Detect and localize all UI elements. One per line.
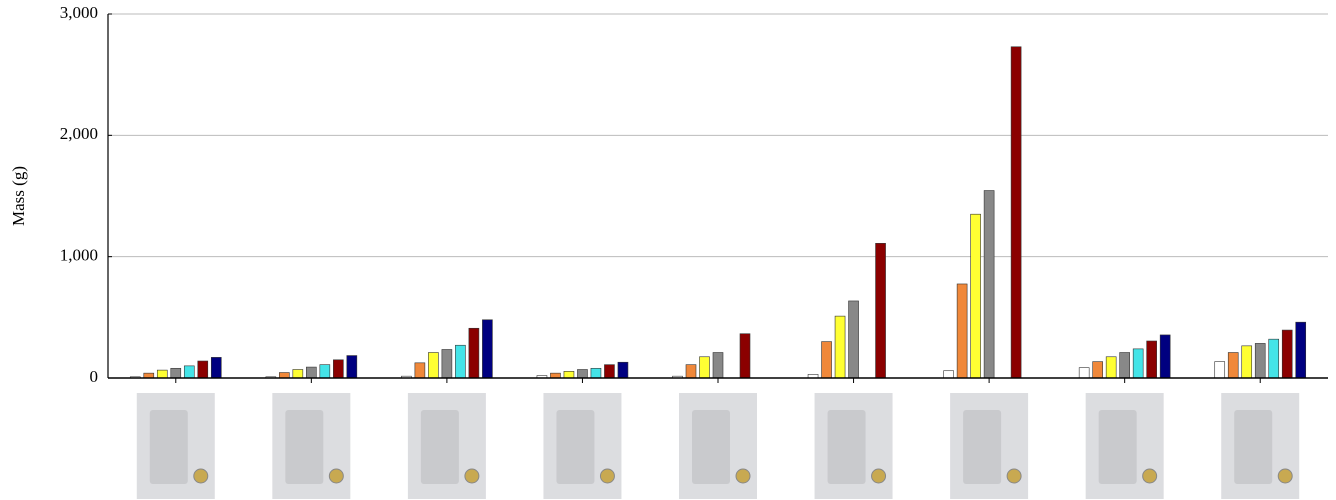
bar xyxy=(848,300,859,379)
bar xyxy=(346,355,358,379)
bar xyxy=(1295,321,1307,379)
coin xyxy=(735,468,751,484)
bar xyxy=(1241,345,1253,379)
y-tick-label: 0 xyxy=(90,367,99,386)
bar xyxy=(306,366,317,379)
bar xyxy=(333,359,344,379)
bar xyxy=(210,357,222,379)
product xyxy=(1098,410,1137,484)
coin xyxy=(328,468,344,484)
bar xyxy=(604,364,615,379)
bar xyxy=(414,362,426,379)
bar xyxy=(956,283,968,379)
bar xyxy=(170,367,182,379)
bar xyxy=(1078,367,1090,379)
bar xyxy=(428,352,439,379)
bar xyxy=(1254,343,1266,379)
y-tick-label: 3,000 xyxy=(60,3,98,22)
product xyxy=(692,410,730,484)
product xyxy=(827,410,866,484)
bar xyxy=(183,365,195,379)
bar xyxy=(943,370,954,379)
bar xyxy=(482,319,493,379)
bar xyxy=(617,361,629,379)
bar xyxy=(983,190,995,379)
bar xyxy=(292,369,304,379)
bar xyxy=(1092,361,1103,379)
bar xyxy=(821,341,832,379)
bar xyxy=(1281,329,1293,379)
product xyxy=(149,410,188,484)
y-axis-label: Mass (g) xyxy=(9,166,28,226)
bar xyxy=(970,213,981,379)
y-tick-label: 1,000 xyxy=(60,246,98,265)
bar xyxy=(1105,356,1117,379)
coin xyxy=(1142,468,1158,484)
bar xyxy=(1268,338,1280,379)
bar xyxy=(563,371,575,379)
bar xyxy=(1214,361,1226,379)
bar xyxy=(739,333,751,379)
bar xyxy=(1159,334,1171,379)
coin xyxy=(599,468,615,484)
bar xyxy=(468,327,480,379)
coin xyxy=(1006,468,1022,484)
bar xyxy=(319,364,331,379)
bar xyxy=(455,344,466,379)
bar xyxy=(197,360,209,379)
product xyxy=(963,410,1002,484)
bar xyxy=(1119,352,1130,379)
bar xyxy=(699,356,710,379)
product xyxy=(285,410,324,484)
product xyxy=(1234,410,1273,484)
bar xyxy=(1146,340,1157,379)
product xyxy=(420,410,459,484)
bar xyxy=(685,364,697,379)
bar xyxy=(1010,46,1022,379)
bar xyxy=(441,349,453,379)
product xyxy=(556,410,595,484)
bar xyxy=(1227,352,1239,379)
bar xyxy=(577,369,588,379)
bar xyxy=(156,369,168,379)
bar xyxy=(834,315,846,379)
bar xyxy=(1132,348,1144,379)
bar xyxy=(279,372,290,379)
bar xyxy=(590,367,602,379)
bar xyxy=(712,352,724,379)
coin xyxy=(464,468,480,484)
coin xyxy=(193,468,209,484)
y-tick-label: 2,000 xyxy=(60,124,98,143)
coin xyxy=(871,468,887,484)
bar xyxy=(875,243,886,379)
coin xyxy=(1277,468,1293,484)
